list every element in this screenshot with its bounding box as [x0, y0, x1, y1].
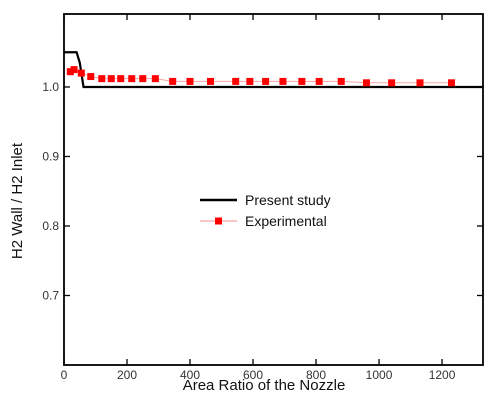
data-point	[117, 75, 125, 83]
y-axis-label: H2 Wall / H2 Inlet	[9, 142, 26, 259]
data-point	[298, 77, 306, 85]
data-point	[416, 79, 424, 87]
data-point	[232, 77, 240, 85]
data-point	[279, 77, 287, 85]
data-point	[186, 77, 194, 85]
data-point	[315, 77, 323, 85]
x-tick-label: 1000	[366, 368, 393, 382]
data-point	[98, 75, 106, 83]
axes: 0 200 400 600 800 1000 1200 0.7 0.8 0.9 1.0	[42, 13, 484, 382]
data-point	[128, 75, 136, 83]
plot-background	[64, 14, 483, 365]
data-point	[388, 79, 396, 87]
data-point	[151, 75, 159, 83]
plot-frame	[63, 13, 484, 366]
data-point	[447, 79, 455, 87]
data-point	[70, 66, 78, 74]
data-point	[246, 77, 254, 85]
y-tick-label: 1.0	[42, 80, 59, 94]
series-layer	[64, 51, 483, 89]
legend-swatch-experimental-marker	[215, 217, 222, 225]
legend: Present study Experimental	[200, 192, 331, 229]
legend-label-present-study: Present study	[245, 192, 331, 208]
data-point	[169, 77, 177, 85]
data-point	[139, 75, 147, 83]
y-tick-label: 0.8	[42, 219, 59, 233]
y-tick-label: 0.7	[42, 288, 59, 302]
data-point	[87, 73, 95, 81]
data-point	[262, 77, 270, 85]
y-tick-label: 0.9	[42, 149, 59, 163]
plot-area	[64, 14, 483, 365]
series-line-present-study	[64, 51, 483, 89]
legend-label-experimental: Experimental	[245, 213, 327, 229]
data-point	[66, 68, 74, 76]
x-tick-label: 600	[243, 368, 263, 382]
data-point	[107, 75, 115, 83]
data-point	[77, 69, 85, 77]
x-tick-label: 400	[180, 368, 200, 382]
x-axis-label: Area Ratio of the Nozzle	[183, 377, 346, 394]
data-point	[337, 77, 345, 85]
x-tick-label: 800	[306, 368, 326, 382]
x-tick-label: 200	[117, 368, 137, 382]
data-point	[206, 77, 214, 85]
x-tick-label: 1200	[429, 368, 456, 382]
x-tick-label: 0	[61, 368, 68, 382]
data-point	[362, 79, 370, 87]
